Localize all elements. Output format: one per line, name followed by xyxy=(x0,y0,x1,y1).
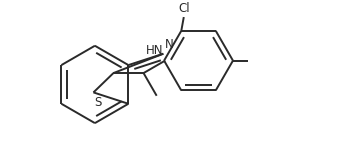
Text: Cl: Cl xyxy=(178,2,190,15)
Text: HN: HN xyxy=(146,44,164,57)
Text: N: N xyxy=(165,38,174,51)
Text: S: S xyxy=(95,96,102,109)
